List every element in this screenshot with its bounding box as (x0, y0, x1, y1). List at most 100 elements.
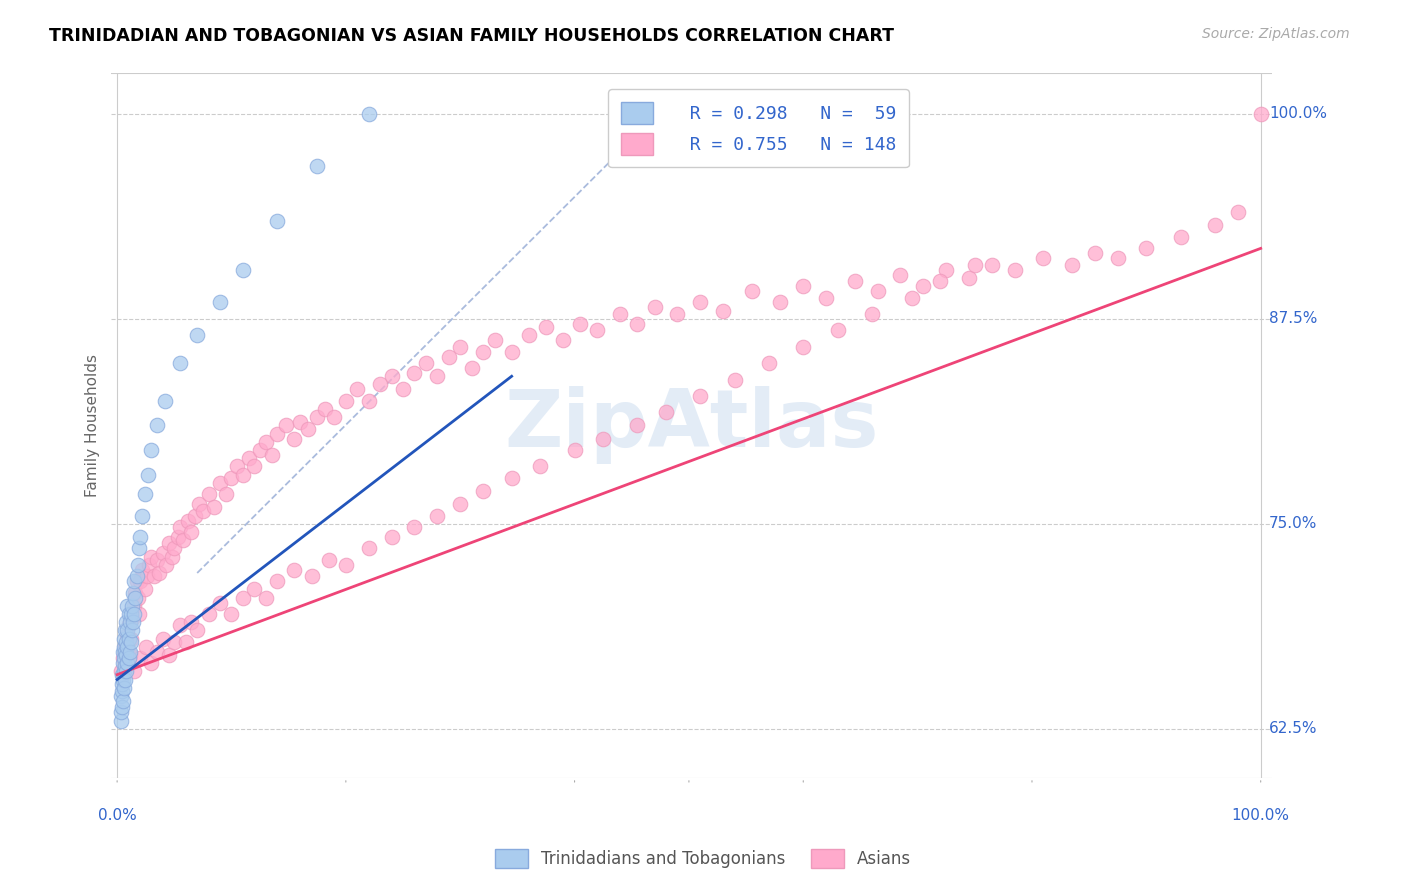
Point (124, 599, 146, 613)
Point (127, 558, 149, 572)
Point (260, 448, 283, 462)
Point (283, 563, 305, 577)
Point (655, 405, 678, 419)
Point (117, 656, 139, 670)
Point (209, 475, 232, 490)
Text: ZipAtlas: ZipAtlas (505, 386, 879, 465)
Point (689, 295, 711, 310)
Point (157, 648, 180, 662)
Point (963, 258, 986, 272)
Legend:   R = 0.298   N =  59,   R = 0.755   N = 148: R = 0.298 N = 59, R = 0.755 N = 148 (607, 89, 908, 168)
Point (711, 303, 734, 318)
Text: 62.5%: 62.5% (1270, 722, 1317, 736)
Point (232, 467, 254, 482)
Point (117, 640, 139, 654)
Point (111, 656, 134, 670)
Point (141, 656, 163, 670)
Point (243, 459, 266, 474)
Point (127, 591, 149, 605)
Point (472, 344, 495, 359)
Point (1004, 262, 1026, 277)
Point (1170, 230, 1192, 244)
Point (117, 651, 139, 665)
Point (117, 632, 139, 646)
Point (1204, 219, 1226, 233)
Point (569, 317, 592, 331)
Point (1032, 251, 1054, 265)
Point (626, 418, 648, 433)
Point (501, 471, 523, 485)
Point (124, 665, 146, 679)
Point (114, 645, 136, 659)
Point (209, 595, 232, 609)
Point (129, 574, 152, 589)
Point (142, 569, 165, 583)
Point (184, 508, 207, 523)
Point (146, 645, 169, 659)
Point (128, 541, 150, 556)
Point (297, 422, 319, 436)
Point (827, 323, 849, 337)
Point (357, 541, 380, 556)
Point (666, 307, 689, 321)
Legend: Trinidadians and Tobagonians, Asians: Trinidadians and Tobagonians, Asians (488, 842, 918, 875)
Point (472, 483, 495, 498)
Point (935, 262, 957, 277)
Point (209, 295, 232, 310)
Point (131, 508, 153, 523)
Point (186, 624, 208, 638)
Point (174, 635, 197, 649)
Text: 100.0%: 100.0% (1270, 106, 1327, 121)
Point (609, 307, 631, 321)
Text: TRINIDADIAN AND TOBAGONIAN VS ASIAN FAMILY HOUSEHOLDS CORRELATION CHART: TRINIDADIAN AND TOBAGONIAN VS ASIAN FAMI… (49, 27, 894, 45)
Point (121, 612, 143, 626)
Point (112, 681, 135, 695)
Point (111, 645, 134, 659)
Point (769, 295, 792, 310)
Point (243, 582, 266, 597)
Point (901, 291, 924, 305)
Point (124, 591, 146, 605)
Point (226, 459, 249, 474)
Text: 0.0%: 0.0% (98, 808, 136, 823)
Point (118, 648, 141, 662)
Point (460, 361, 482, 376)
Point (110, 714, 132, 728)
Point (125, 569, 148, 583)
Point (166, 530, 188, 544)
Point (266, 426, 288, 441)
Point (186, 328, 208, 343)
Point (323, 410, 346, 425)
Point (564, 443, 586, 458)
Point (254, 591, 277, 605)
Point (449, 340, 471, 354)
Point (529, 459, 551, 474)
Point (202, 500, 225, 515)
Point (114, 673, 136, 687)
Point (110, 689, 132, 703)
Point (115, 648, 138, 662)
Point (553, 333, 575, 347)
Point (110, 665, 132, 679)
Point (232, 591, 254, 605)
Point (276, 418, 298, 433)
Point (112, 640, 135, 654)
Point (111, 684, 134, 698)
Point (1060, 258, 1083, 272)
Point (381, 530, 404, 544)
Point (177, 514, 200, 528)
Point (180, 615, 202, 630)
Point (307, 160, 329, 174)
Point (111, 694, 134, 708)
Point (122, 585, 145, 599)
Point (135, 569, 157, 583)
Point (266, 213, 288, 227)
Point (111, 651, 134, 665)
Point (1084, 246, 1107, 260)
Point (110, 706, 132, 720)
Point (117, 624, 139, 638)
Point (741, 284, 763, 298)
Point (381, 369, 404, 384)
Point (122, 615, 145, 630)
Point (449, 497, 471, 511)
